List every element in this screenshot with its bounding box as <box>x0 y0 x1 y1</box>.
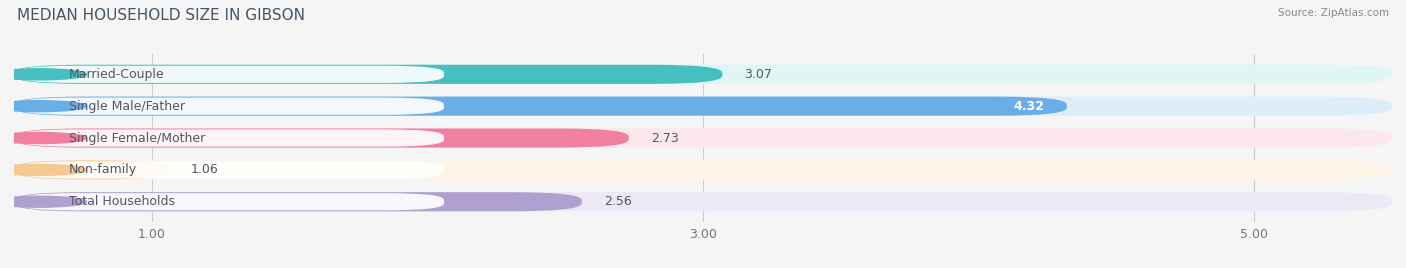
FancyBboxPatch shape <box>17 129 444 147</box>
FancyBboxPatch shape <box>17 98 444 115</box>
Text: Single Female/Mother: Single Female/Mother <box>69 132 205 144</box>
Circle shape <box>0 69 87 80</box>
FancyBboxPatch shape <box>14 192 582 211</box>
Text: 3.07: 3.07 <box>744 68 772 81</box>
FancyBboxPatch shape <box>14 96 1392 116</box>
FancyBboxPatch shape <box>14 128 628 148</box>
Circle shape <box>0 164 87 175</box>
Text: Non-family: Non-family <box>69 163 138 176</box>
Text: 1.06: 1.06 <box>190 163 218 176</box>
FancyBboxPatch shape <box>17 193 444 210</box>
FancyBboxPatch shape <box>14 128 1392 148</box>
Text: Single Male/Father: Single Male/Father <box>69 100 186 113</box>
Circle shape <box>0 132 87 144</box>
Text: 4.32: 4.32 <box>1014 100 1045 113</box>
FancyBboxPatch shape <box>17 161 444 178</box>
Text: Total Households: Total Households <box>69 195 176 208</box>
Text: Married-Couple: Married-Couple <box>69 68 165 81</box>
Circle shape <box>0 101 87 112</box>
Text: 2.56: 2.56 <box>603 195 631 208</box>
FancyBboxPatch shape <box>14 96 1067 116</box>
FancyBboxPatch shape <box>14 160 1392 180</box>
FancyBboxPatch shape <box>14 65 1392 84</box>
Text: Source: ZipAtlas.com: Source: ZipAtlas.com <box>1278 8 1389 18</box>
Text: 2.73: 2.73 <box>651 132 678 144</box>
Circle shape <box>0 196 87 207</box>
Text: MEDIAN HOUSEHOLD SIZE IN GIBSON: MEDIAN HOUSEHOLD SIZE IN GIBSON <box>17 8 305 23</box>
FancyBboxPatch shape <box>14 65 723 84</box>
FancyBboxPatch shape <box>17 66 444 83</box>
FancyBboxPatch shape <box>14 160 169 180</box>
FancyBboxPatch shape <box>14 192 1392 211</box>
